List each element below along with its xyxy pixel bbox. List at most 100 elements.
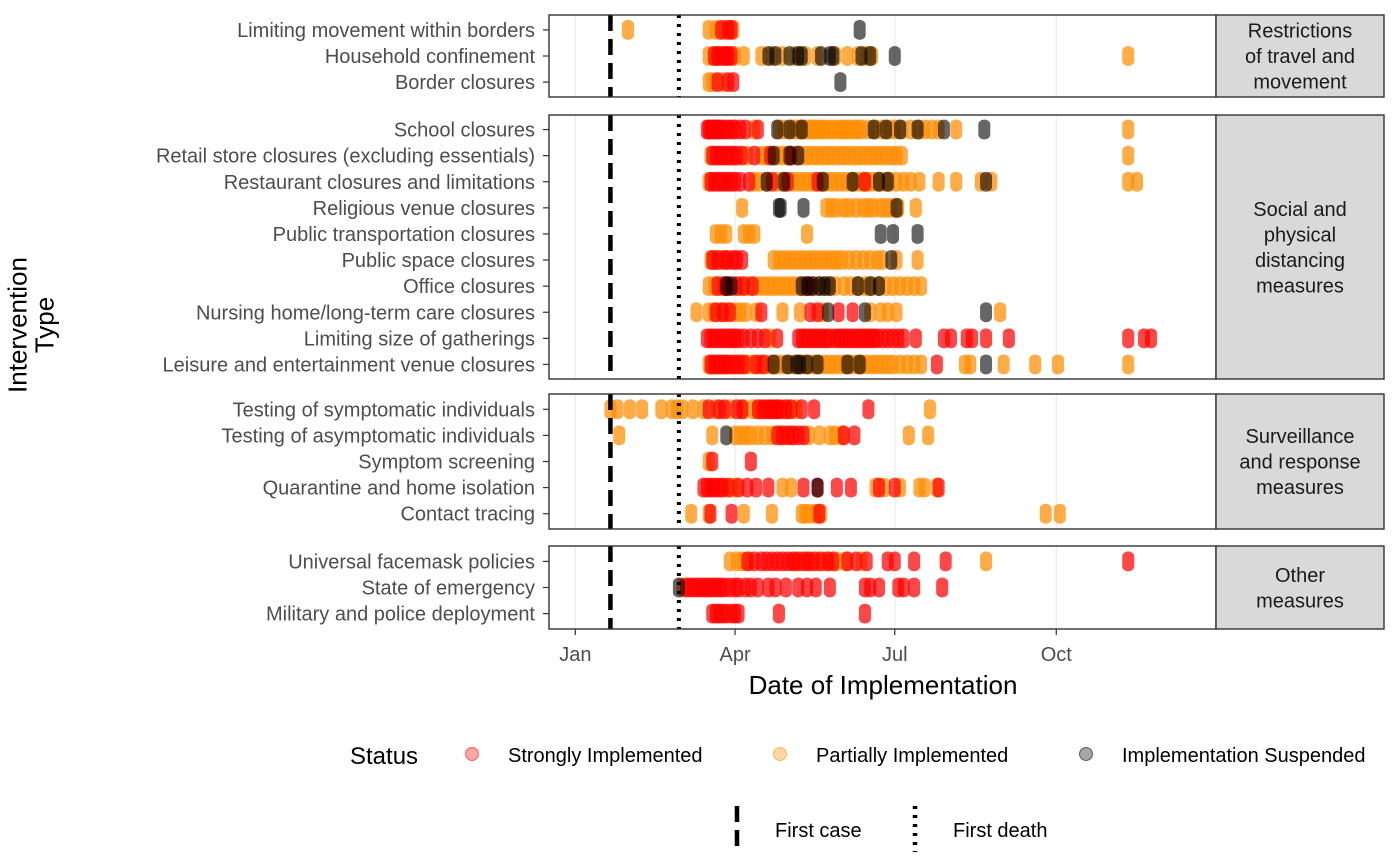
data-point	[827, 551, 840, 572]
data-point	[1122, 328, 1135, 349]
legend-line-label: First death	[953, 820, 1047, 842]
data-point	[897, 577, 910, 598]
facet-panel: Testing of symptomatic individuals Testin…	[222, 393, 1385, 530]
data-point	[980, 354, 993, 375]
chart-panels: Limiting movement within borders Househol…	[156, 14, 1385, 630]
data-point	[778, 171, 791, 192]
facet-strip	[1215, 14, 1385, 98]
data-point	[874, 223, 887, 244]
text-line: of travel and	[1245, 46, 1355, 68]
data-point	[913, 171, 926, 192]
data-point	[834, 72, 847, 93]
data-point	[823, 577, 836, 598]
data-point	[862, 399, 875, 420]
data-point	[776, 302, 789, 323]
data-point	[723, 302, 736, 323]
data-point	[887, 223, 900, 244]
category-label: Limiting size of gatherings	[304, 328, 535, 350]
data-point	[785, 477, 798, 498]
data-point	[736, 399, 749, 420]
data-point	[888, 477, 901, 498]
data-point	[872, 577, 885, 598]
category-label: Testing of symptomatic individuals	[233, 399, 535, 421]
x-axis: Jan Apr Jul Oct	[559, 629, 1072, 666]
data-point	[932, 477, 945, 498]
data-point	[1122, 145, 1135, 166]
data-point	[760, 171, 773, 192]
category-label: Universal facemask policies	[288, 551, 535, 573]
category-label: Household confinement	[325, 46, 536, 68]
data-point	[758, 328, 771, 349]
legend-key	[1079, 747, 1093, 761]
data-point	[816, 171, 829, 192]
legend: Status Strongly Implemented Partially Impl…	[350, 743, 1366, 852]
data-point	[811, 477, 824, 498]
data-point	[685, 503, 698, 524]
data-point	[908, 577, 921, 598]
data-point	[676, 399, 689, 420]
data-point	[613, 425, 626, 446]
category-label: Military and police deployment	[266, 604, 535, 626]
data-point	[725, 503, 738, 524]
x-tick-label: Jul	[882, 644, 908, 666]
data-point	[797, 425, 810, 446]
data-point	[737, 503, 750, 524]
data-point	[918, 477, 931, 498]
data-point	[767, 354, 780, 375]
data-point	[932, 171, 945, 192]
data-point	[808, 399, 821, 420]
data-point	[937, 119, 950, 140]
data-point	[725, 46, 738, 66]
data-point	[725, 19, 738, 40]
data-point	[711, 72, 724, 93]
data-point	[748, 223, 761, 244]
data-point	[702, 399, 715, 420]
data-point	[864, 46, 877, 66]
data-point	[841, 354, 854, 375]
data-point	[841, 46, 854, 66]
data-point	[885, 250, 898, 271]
data-point	[762, 477, 775, 498]
data-point	[964, 354, 977, 375]
data-point	[706, 451, 719, 472]
data-point	[939, 551, 952, 572]
text-line: measures	[1256, 275, 1344, 297]
data-point	[686, 399, 699, 420]
data-point	[727, 72, 740, 93]
data-point	[783, 119, 796, 140]
data-point	[801, 223, 814, 244]
data-point	[1052, 354, 1065, 375]
data-point	[1053, 503, 1066, 524]
data-point	[832, 302, 845, 323]
data-point	[827, 46, 840, 66]
category-label: Restaurant closures and limitations	[224, 172, 535, 194]
data-point	[771, 328, 784, 349]
data-point	[739, 119, 752, 140]
data-point	[744, 451, 757, 472]
data-point	[1145, 328, 1158, 349]
data-point	[848, 425, 861, 446]
data-point	[890, 302, 903, 323]
text-line: Other	[1275, 565, 1325, 587]
facet-strip-label: Surveillance and response measures	[1239, 426, 1360, 499]
data-point	[911, 119, 924, 140]
data-point	[811, 302, 824, 323]
data-point	[623, 399, 636, 420]
category-label: Contact tracing	[400, 504, 535, 526]
data-point	[837, 425, 850, 446]
data-point	[809, 577, 822, 598]
data-point	[795, 399, 808, 420]
data-point	[1131, 171, 1144, 192]
data-point	[736, 145, 749, 166]
data-point	[880, 119, 893, 140]
data-point	[1122, 354, 1135, 375]
data-point	[858, 171, 871, 192]
data-point	[844, 477, 857, 498]
data-point	[748, 145, 761, 166]
data-point	[853, 19, 866, 40]
data-point	[894, 119, 907, 140]
data-point	[850, 551, 863, 572]
data-point	[706, 425, 719, 446]
text-line: physical	[1264, 224, 1336, 246]
